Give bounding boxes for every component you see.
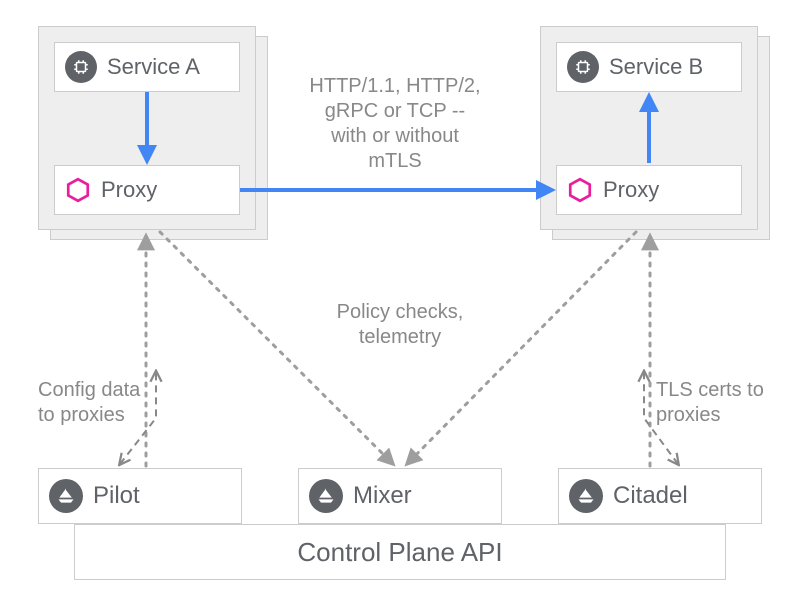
service-a-box: Service A [54, 42, 240, 92]
pilot-box: Pilot [38, 468, 242, 524]
hexagon-icon [65, 177, 91, 203]
sailboat-icon [49, 479, 83, 513]
service-b-label: Service B [609, 54, 703, 80]
protocols-label: HTTP/1.1, HTTP/2, gRPC or TCP -- with or… [290, 74, 500, 174]
proxy-a-label: Proxy [101, 177, 157, 203]
citadel-box: Citadel [558, 468, 762, 524]
chip-icon [65, 51, 97, 83]
service-a-label: Service A [107, 54, 200, 80]
policy-label: Policy checks, telemetry [300, 300, 500, 350]
config-label: Config data to proxies [38, 378, 168, 428]
mixer-label: Mixer [353, 482, 412, 510]
tls-label: TLS certs to proxies [656, 378, 786, 428]
control-plane-api-box: Control Plane API [74, 524, 726, 580]
sailboat-icon [569, 479, 603, 513]
sailboat-icon [309, 479, 343, 513]
proxy-b-box: Proxy [556, 165, 742, 215]
chip-icon [567, 51, 599, 83]
proxy-a-box: Proxy [54, 165, 240, 215]
pilot-label: Pilot [93, 482, 140, 510]
citadel-label: Citadel [613, 482, 688, 510]
mixer-box: Mixer [298, 468, 502, 524]
hexagon-icon [567, 177, 593, 203]
proxy-b-label: Proxy [603, 177, 659, 203]
api-label: Control Plane API [297, 537, 502, 568]
service-b-box: Service B [556, 42, 742, 92]
